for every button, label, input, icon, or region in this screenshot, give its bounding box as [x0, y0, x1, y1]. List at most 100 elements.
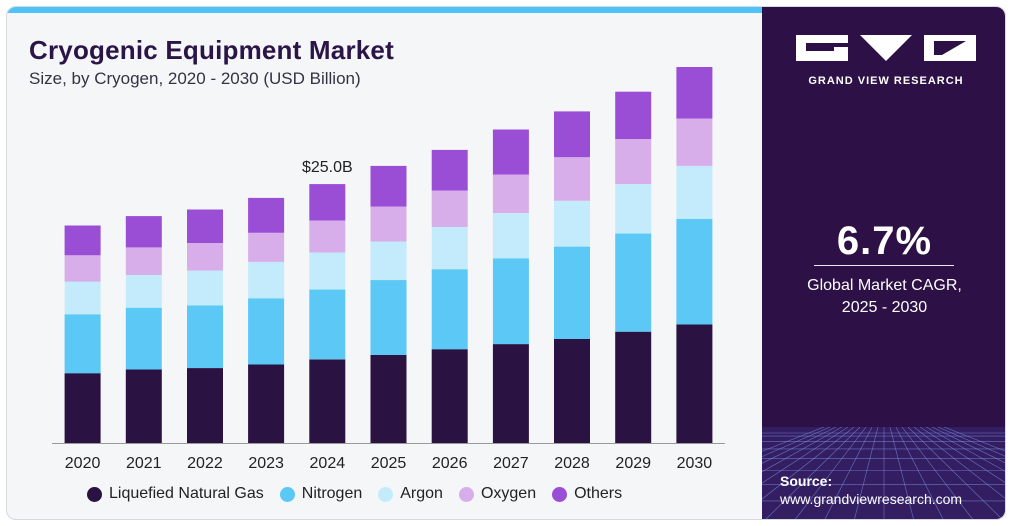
x-tick-label: 2020	[65, 455, 101, 472]
bar-segment-2023-liquefied-natural-gas	[248, 364, 285, 443]
x-tick-label: 2024	[310, 455, 346, 472]
bar-segment-2022-liquefied-natural-gas	[187, 368, 223, 443]
bar-segment-2021-nitrogen	[125, 307, 162, 370]
legend-item: Oxygen	[458, 485, 537, 503]
bar-segment-2020-liquefied-natural-gas	[64, 373, 101, 443]
legend-item: Others	[552, 485, 622, 503]
bar-segment-2020-argon	[64, 281, 101, 315]
bar-segment-2028-nitrogen	[554, 246, 590, 339]
x-tick-label: 2029	[615, 455, 651, 472]
source-url[interactable]: www.grandviewresearch.com	[780, 491, 963, 507]
bar-segment-2024-liquefied-natural-gas	[309, 359, 346, 443]
x-tick-label: 2025	[371, 455, 407, 472]
bar-segment-2029-liquefied-natural-gas	[615, 331, 652, 443]
bar-segment-2028-liquefied-natural-gas	[554, 339, 590, 443]
bar-segment-2029-others	[615, 91, 652, 139]
bar-segment-2028-argon	[554, 200, 590, 247]
bar-segment-2026-argon	[431, 227, 468, 270]
x-tick-label: 2026	[432, 455, 468, 472]
bar-segment-2027-others	[492, 129, 529, 175]
bar-segment-2026-nitrogen	[431, 269, 468, 350]
bar-segment-2027-argon	[492, 213, 529, 259]
gvr-logo-icon	[796, 35, 976, 61]
bar-segment-2028-others	[554, 111, 590, 158]
accent-bar	[7, 7, 762, 13]
bar-segment-2022-nitrogen	[187, 305, 223, 368]
bar-segment-2026-oxygen	[431, 190, 468, 227]
legend-label: Argon	[400, 485, 443, 502]
bar-segment-2023-argon	[248, 261, 285, 299]
bar-segment-2022-others	[187, 209, 223, 243]
bar-segment-2024-others	[309, 184, 346, 221]
chart-title: Cryogenic Equipment Market	[29, 35, 394, 65]
bar-segment-2026-others	[431, 149, 468, 191]
bar-segment-2030-argon	[676, 165, 713, 219]
bar-segment-2030-nitrogen	[676, 219, 713, 325]
cagr-label-line2: 2025 - 2030	[841, 299, 928, 316]
brand-name: GRAND VIEW RESEARCH	[808, 75, 964, 87]
chart-legend: Liquefied Natural Gas Nitrogen Argon Oxygen…	[87, 485, 638, 503]
bar-segment-2029-nitrogen	[615, 233, 652, 332]
bar-segment-2025-nitrogen	[370, 280, 407, 355]
legend-swatch	[552, 486, 568, 502]
x-tick-label: 2028	[554, 455, 590, 472]
bar-segment-2028-oxygen	[554, 157, 590, 201]
chart-panel: Cryogenic Equipment Market Size, by Cryo…	[7, 7, 762, 519]
legend-item: Liquefied Natural Gas	[87, 485, 264, 503]
legend-swatch	[378, 486, 394, 502]
legend-swatch	[87, 486, 102, 502]
legend-item: Nitrogen	[279, 485, 363, 503]
bar-segment-2025-argon	[370, 241, 407, 280]
bar-segment-2021-oxygen	[125, 247, 162, 275]
legend-label: Liquefied Natural Gas	[109, 485, 264, 502]
bar-segment-2025-others	[370, 165, 407, 207]
side-panel: GRAND VIEW RESEARCH 6.7% Global Market C…	[762, 7, 1005, 519]
chart-subtitle: Size, by Cryogen, 2020 - 2030 (USD Billi…	[29, 69, 361, 88]
legend-swatch	[279, 486, 295, 502]
cagr-label: Global Market CAGR, 2025 - 2030	[762, 275, 1005, 319]
bar-segment-2021-liquefied-natural-gas	[125, 369, 162, 443]
bar-segment-2023-oxygen	[248, 232, 285, 262]
cagr-label-line1: Global Market CAGR,	[807, 277, 962, 294]
bar-segment-2029-argon	[615, 184, 652, 234]
x-tick-label: 2030	[677, 455, 713, 472]
source-label: Source:	[780, 473, 833, 489]
legend-swatch	[458, 486, 474, 502]
chart-card: Cryogenic Equipment Market Size, by Cryo…	[6, 6, 1006, 520]
bar-segment-2021-argon	[125, 275, 162, 308]
bar-segment-2027-oxygen	[492, 174, 529, 214]
bar-segment-2025-liquefied-natural-gas	[370, 355, 407, 443]
bar-segment-2027-nitrogen	[492, 258, 529, 345]
bar-segment-2024-nitrogen	[309, 289, 346, 360]
x-tick-label: 2027	[493, 455, 529, 472]
bar-segment-2021-others	[125, 216, 162, 248]
legend-label: Oxygen	[480, 485, 537, 502]
bar-segment-2022-argon	[187, 270, 223, 306]
bar-segment-2022-oxygen	[187, 243, 223, 271]
bar-segment-2025-oxygen	[370, 206, 407, 242]
legend-label: Others	[574, 485, 623, 502]
bar-segment-2020-oxygen	[64, 255, 101, 282]
bar-segment-2024-oxygen	[309, 220, 346, 253]
legend-label: Nitrogen	[301, 485, 363, 502]
bar-segment-2027-liquefied-natural-gas	[492, 344, 529, 443]
cagr-divider	[814, 265, 954, 266]
bar-segment-2020-nitrogen	[64, 314, 101, 374]
bar-segment-2026-liquefied-natural-gas	[431, 349, 468, 443]
x-tick-label: 2023	[248, 455, 284, 472]
bar-annotation: $25.0B	[302, 159, 353, 176]
x-tick-label: 2022	[187, 455, 223, 472]
bar-segment-2024-argon	[309, 252, 346, 290]
bar-segment-2029-oxygen	[615, 139, 652, 185]
bar-segment-2030-oxygen	[676, 118, 713, 166]
bar-segment-2023-others	[248, 197, 285, 233]
grid-decoration	[762, 427, 1005, 519]
stacked-bar-chart: 2020 2021 2022 2023 2024 $25.0B 2025 2026 2027 20…	[52, 67, 725, 472]
x-tick-label: 2021	[126, 455, 162, 472]
cagr-value: 6.7%	[836, 219, 933, 263]
bar-segment-2020-others	[64, 225, 101, 256]
bar-segment-2023-nitrogen	[248, 298, 285, 365]
bar-segment-2030-others	[676, 67, 713, 119]
bar-segment-2030-liquefied-natural-gas	[676, 324, 713, 443]
legend-item: Argon	[378, 485, 443, 503]
